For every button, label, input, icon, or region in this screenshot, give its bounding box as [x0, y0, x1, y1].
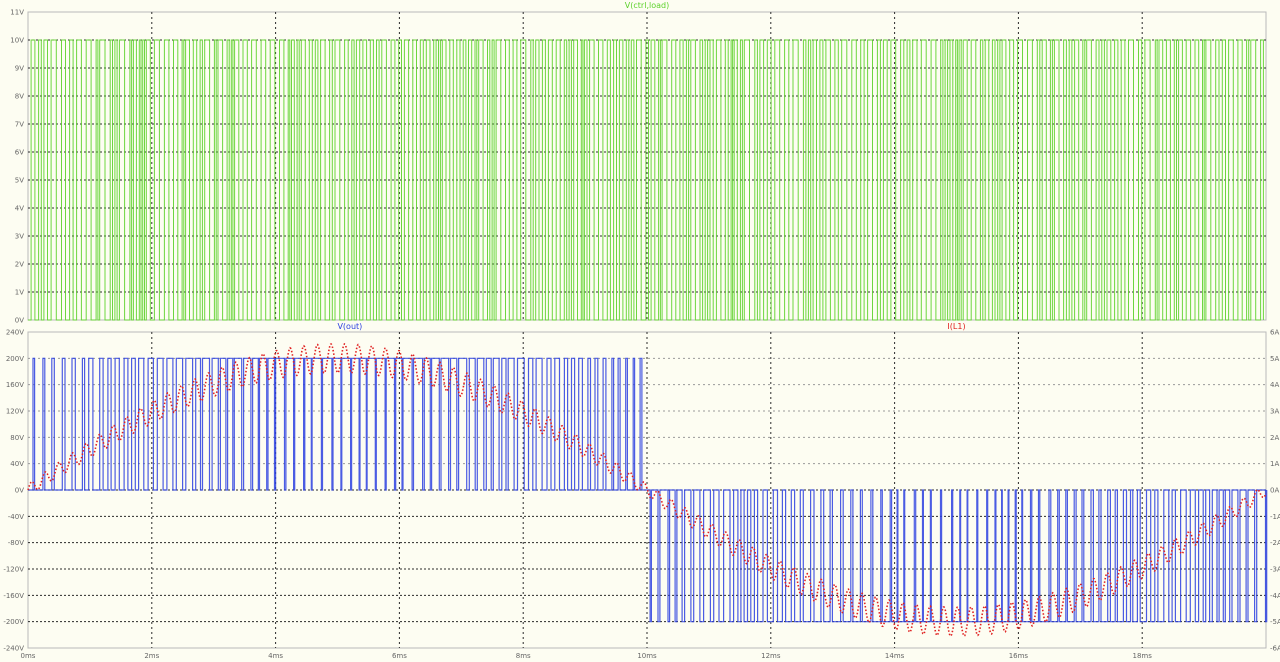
series-ctrl-pwm: [28, 39, 1264, 321]
top-y-tick-label: 0V: [15, 317, 24, 325]
bottom-pane: 240V 6A 200V 5A 160V 4A 120V 3A 80V 2A 40V 1A 0V 0A -4…: [3, 329, 1280, 661]
series-vout: [28, 357, 1268, 623]
bottom-y-right-tick-label: 0A: [1270, 487, 1279, 495]
bottom-y-left-tick-label: -80V: [8, 539, 24, 547]
bottom-y-left-tick-label: -240V: [3, 645, 24, 653]
x-tick-label: 10ms: [637, 652, 657, 660]
bottom-y-right-tick-label: 3A: [1270, 408, 1279, 416]
bottom-y-left-tick-label: 80V: [10, 434, 24, 442]
x-tick-label: 14ms: [885, 652, 905, 660]
x-tick-label: 6ms: [392, 652, 407, 660]
bottom-y-left-tick-label: -200V: [3, 618, 24, 626]
bottom-y-right-tick-label: 5A: [1270, 355, 1279, 363]
top-y-tick-label: 6V: [15, 149, 24, 157]
top-y-tick-label: 2V: [15, 261, 24, 269]
x-tick-label: 18ms: [1133, 652, 1153, 660]
top-y-tick-label: 11V: [10, 9, 24, 17]
bottom-y-right-tick-label: 4A: [1270, 381, 1279, 389]
x-tick-label: 2ms: [144, 652, 159, 660]
bottom-y-right-tick-label: 2A: [1270, 434, 1279, 442]
vout-pwm-line: [28, 357, 1268, 623]
x-tick-label: 12ms: [761, 652, 781, 660]
bottom-y-right-tick-label: -5A: [1270, 618, 1280, 626]
top-y-tick-label: 9V: [15, 65, 24, 73]
bottom-y-left-tick-label: -120V: [3, 566, 24, 574]
bottom-y-right-tick-label: -2A: [1270, 539, 1280, 547]
bottom-y-left-tick-label: 40V: [10, 460, 24, 468]
bottom-pane-series-il1-label: I(L1): [947, 322, 965, 331]
top-y-tick-label: 8V: [15, 93, 24, 101]
bottom-y-right-tick-label: -4A: [1270, 592, 1280, 600]
x-tick-label: 4ms: [268, 652, 283, 660]
bottom-pane-series-vout-label: V(out): [337, 322, 362, 331]
bottom-y-right-tick-label: -6A: [1270, 645, 1280, 653]
x-tick-label: 16ms: [1009, 652, 1029, 660]
il1-line: [27, 342, 1267, 638]
bottom-y-right-tick-label: -3A: [1270, 566, 1280, 574]
x-tick-label: 8ms: [516, 652, 531, 660]
bottom-y-left-tick-label: -40V: [8, 513, 24, 521]
bottom-y-right-tick-label: 6A: [1270, 329, 1279, 337]
bottom-y-left-tick-label: 120V: [6, 408, 24, 416]
top-y-tick-label: 7V: [15, 121, 24, 129]
x-tick-label: 0ms: [21, 652, 36, 660]
bottom-y-left-tick-label: 160V: [6, 381, 24, 389]
top-pane-title: V(ctrl,load): [625, 1, 669, 10]
top-pane: 11V 10V 9V 8V 7V 6V 5V 4V 3V 2V 1V 0V: [10, 9, 1267, 325]
bottom-y-left-tick-label: 240V: [6, 329, 24, 337]
bottom-y-right-tick-label: -1A: [1270, 513, 1280, 521]
bottom-y-left-tick-label: 200V: [6, 355, 24, 363]
top-y-tick-label: 10V: [10, 37, 24, 45]
top-y-tick-label: 5V: [15, 177, 24, 185]
top-y-tick-label: 1V: [15, 289, 24, 297]
top-y-tick-label: 4V: [15, 205, 24, 213]
series-il1: [27, 342, 1267, 638]
bottom-y-left-tick-label: 0V: [15, 487, 24, 495]
ctrl-pwm-line: [28, 39, 1264, 321]
top-y-tick-label: 3V: [15, 233, 24, 241]
bottom-y-left-tick-label: -160V: [3, 592, 24, 600]
bottom-y-right-tick-label: 1A: [1270, 460, 1279, 468]
